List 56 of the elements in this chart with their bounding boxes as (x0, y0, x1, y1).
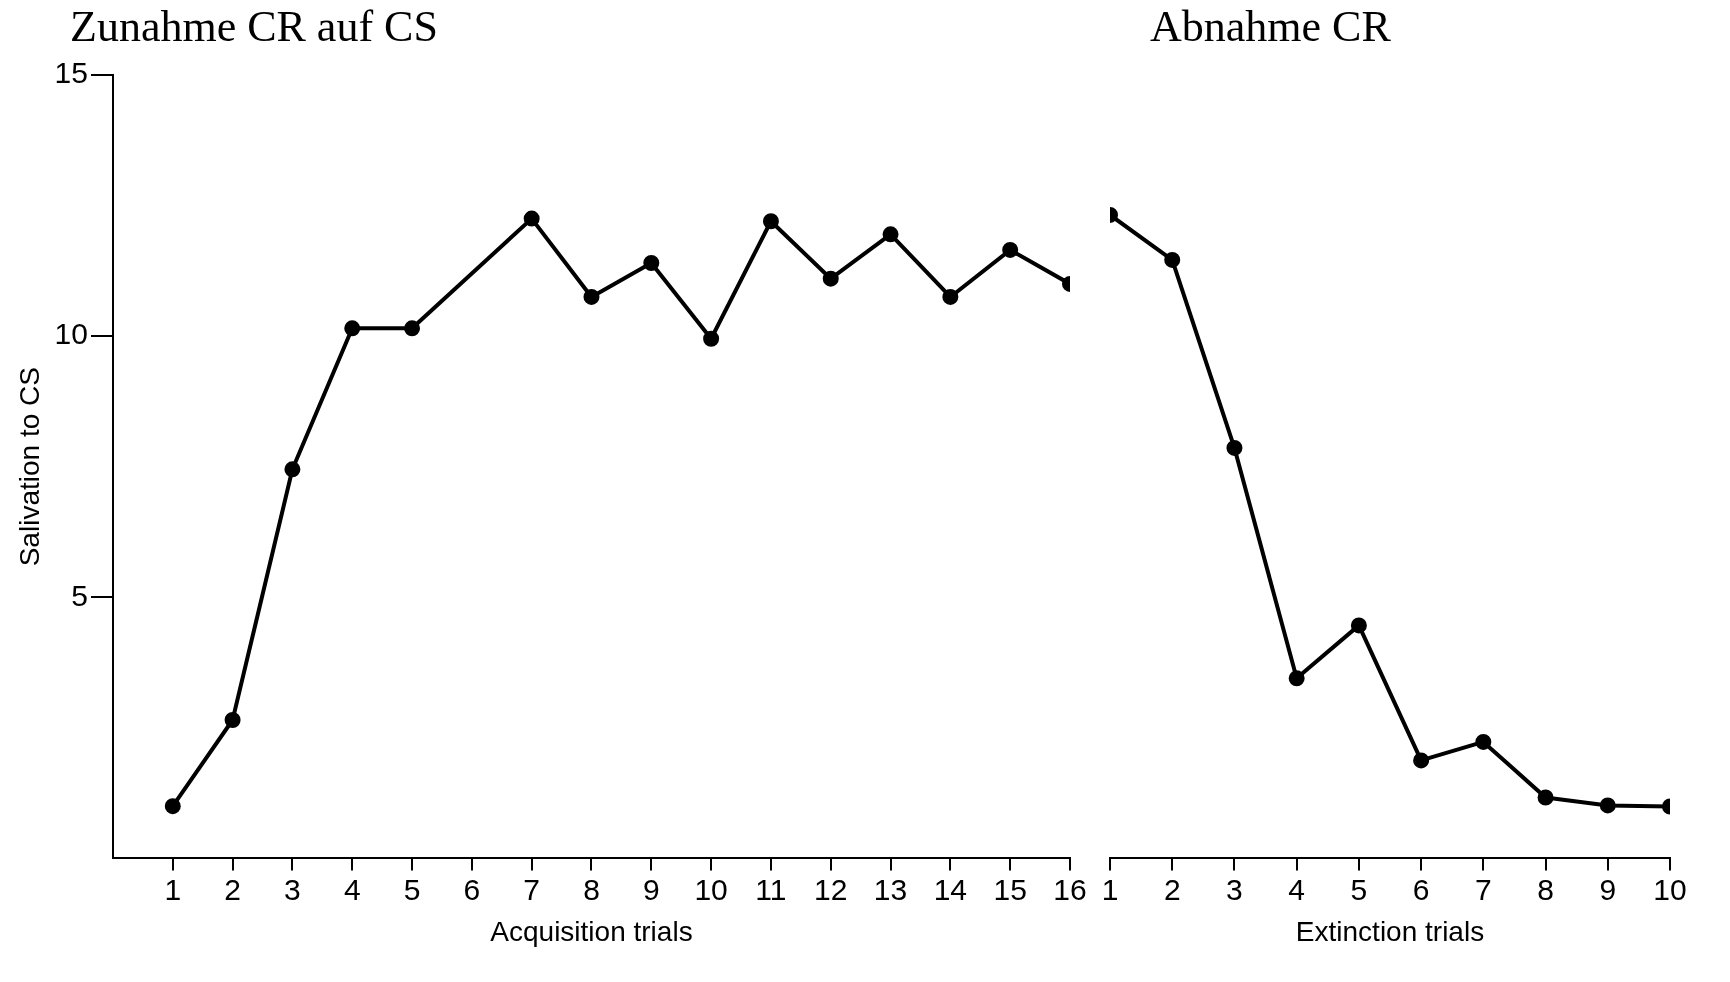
point (703, 330, 720, 347)
x-tick-label: 4 (1288, 872, 1306, 906)
x-tick-label: 8 (1537, 872, 1554, 906)
x-tick-label: 5 (1350, 872, 1368, 906)
x-tick-label: 12 (814, 872, 848, 906)
x-tick-label: 9 (1599, 872, 1617, 906)
point (404, 320, 421, 337)
x-tick-label: 16 (1053, 872, 1087, 906)
y-tick-label: 10 (54, 317, 88, 351)
chart-title: Abnahme CR (1149, 1, 1392, 53)
point (1413, 752, 1430, 769)
y-tick-label: 15 (54, 56, 88, 90)
x-tick-label: 5 (403, 872, 421, 906)
point (284, 461, 301, 478)
x-tick-label: 1 (164, 872, 182, 906)
point (1226, 439, 1243, 456)
point (1350, 617, 1367, 634)
point (882, 226, 899, 243)
point (164, 798, 181, 815)
x-tick-label: 15 (993, 872, 1027, 906)
point (1599, 797, 1616, 814)
chart-title: Zunahme CR auf CS (69, 1, 439, 53)
x-tick-label: 1 (1101, 872, 1119, 906)
point (1002, 241, 1019, 258)
x-axis-title: Extinction trials (1295, 915, 1485, 947)
x-tick-label: 8 (583, 872, 600, 906)
x-tick-label: 6 (1412, 872, 1430, 906)
x-tick-label: 6 (463, 872, 481, 906)
x-tick-label: 10 (694, 872, 728, 906)
y-tick-label: 5 (71, 578, 88, 612)
x-tick-label: 10 (1653, 872, 1687, 906)
x-tick-label: 9 (642, 872, 660, 906)
point (344, 320, 361, 337)
x-tick-label: 3 (1226, 872, 1243, 906)
x-tick-label: 7 (1474, 872, 1492, 906)
point (1475, 733, 1492, 750)
y-axis-title: Salivation to CS (13, 367, 45, 567)
point (1537, 789, 1554, 806)
x-tick-label: 3 (284, 872, 301, 906)
point (762, 213, 779, 230)
x-tick-label: 2 (1163, 872, 1181, 906)
point (1164, 251, 1181, 268)
x-tick-label: 14 (933, 872, 968, 906)
x-tick-label: 7 (523, 872, 541, 906)
x-tick-label: 11 (755, 872, 787, 906)
x-tick-label: 4 (343, 872, 361, 906)
point (523, 210, 540, 227)
x-tick-label: 2 (224, 872, 241, 906)
point (643, 255, 660, 272)
point (942, 288, 959, 305)
x-axis-title: Acquisition trials (490, 915, 693, 947)
point (822, 270, 839, 287)
point (224, 712, 241, 728)
x-tick-label: 13 (873, 872, 908, 906)
point (1288, 670, 1305, 687)
point (583, 288, 600, 305)
